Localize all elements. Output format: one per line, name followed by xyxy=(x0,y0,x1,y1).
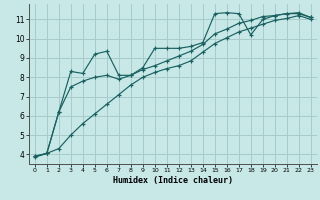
X-axis label: Humidex (Indice chaleur): Humidex (Indice chaleur) xyxy=(113,176,233,185)
